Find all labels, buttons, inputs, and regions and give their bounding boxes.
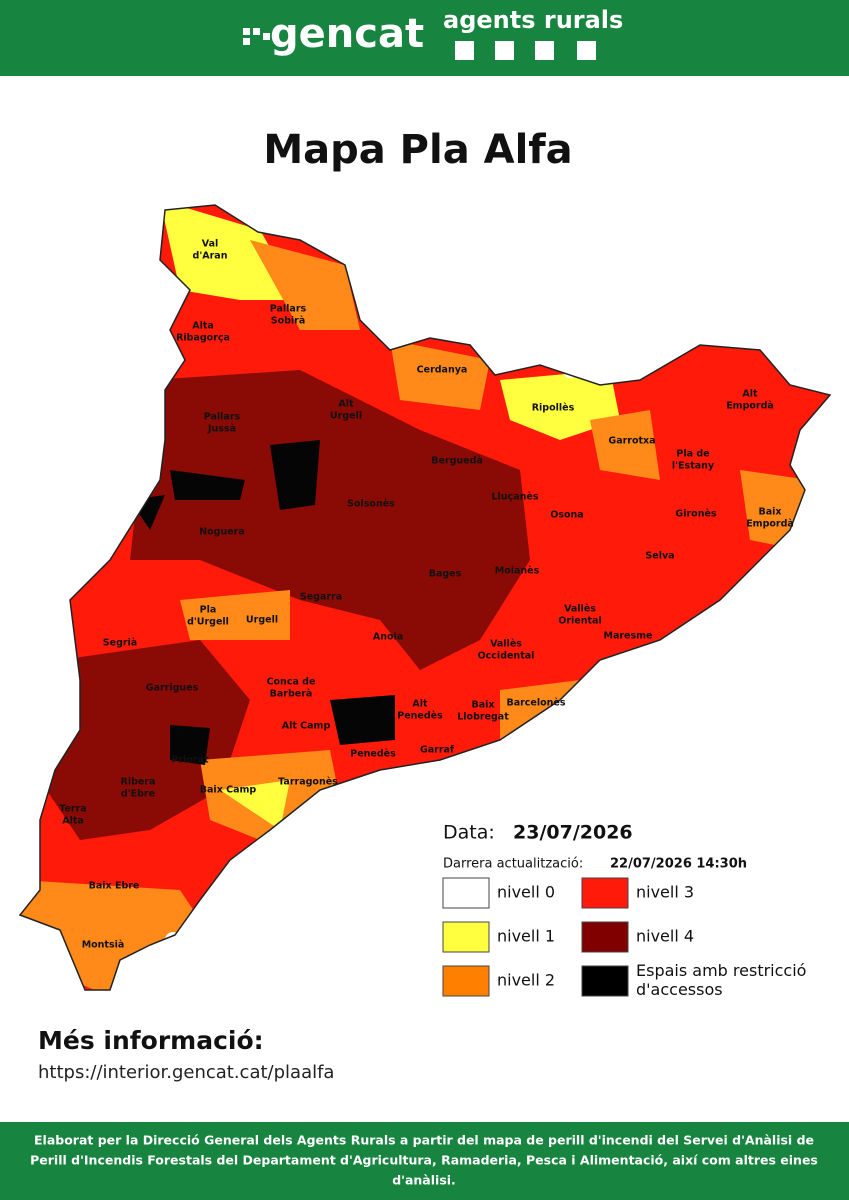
region-label: Terra (59, 804, 86, 815)
region-label: Solsonès (347, 499, 395, 510)
region-label: Maresme (604, 631, 653, 642)
region-label: Urgell (330, 411, 362, 422)
region-label: l'Estany (672, 461, 715, 472)
region-label: Berguedà (431, 456, 483, 467)
region-label: Tarragonès (278, 777, 338, 788)
region-label: Baix (471, 700, 494, 711)
region-label: d'Aran (193, 251, 228, 262)
region-label: Garrotxa (608, 436, 655, 447)
region-label: Llobregat (457, 712, 509, 723)
region-label: Baix Ebre (89, 881, 140, 892)
region-label: Baix (758, 507, 781, 518)
region-label: d'Urgell (187, 617, 229, 628)
legend-label: Espais amb restricció (636, 961, 806, 980)
region-label: Val (202, 239, 219, 250)
region-label: Osona (550, 510, 583, 521)
legend-label: nivell 4 (636, 927, 694, 946)
region-label: Ripollès (532, 403, 575, 414)
region-label: Jussà (207, 424, 236, 435)
region-label: Empordà (746, 519, 794, 530)
legend-swatch (442, 877, 490, 909)
unit-squares (455, 41, 596, 60)
region-label: Anoia (373, 632, 403, 643)
region-label: Ribagorça (176, 333, 230, 344)
footer-text: d'anàlisi. (392, 1173, 456, 1188)
region-label: Garrigues (146, 683, 199, 694)
update: 22/07/2026 14:30h (610, 857, 747, 872)
footer-text: Elaborat per la Direcció General dels Ag… (34, 1133, 814, 1148)
region-label: Gironès (675, 509, 716, 520)
region-label: Cerdanya (417, 365, 468, 376)
region-label: Baix Camp (200, 785, 257, 796)
region-label: Priorat (171, 755, 209, 766)
region-label: Pallars (204, 412, 241, 423)
region-label: Alt (338, 399, 354, 410)
region-label: Pla (200, 605, 217, 616)
date-label: Data: (443, 822, 495, 844)
legend-label: nivell 2 (497, 971, 555, 990)
region-label: Segrià (103, 638, 137, 649)
region-label: Empordà (726, 401, 774, 412)
region-label: Conca de (267, 677, 316, 688)
more-heading: Més informació: (38, 1026, 264, 1055)
logo-icon (243, 28, 270, 45)
update-label: Darrera actualització: (443, 857, 583, 872)
region-label: Moianès (495, 566, 540, 577)
region-label: Urgell (246, 615, 278, 626)
legend-swatch (442, 965, 490, 997)
region-label: Selva (645, 551, 674, 562)
region-label: Montsià (82, 940, 125, 951)
region-label: Alt (412, 699, 428, 710)
map-outline (18, 204, 832, 991)
region-label: Penedès (350, 749, 396, 760)
legend-swatch (581, 965, 629, 997)
region-label: Barberà (270, 689, 313, 700)
title: Mapa Pla Alfa (263, 127, 572, 173)
legend-label: d'accessos (636, 980, 723, 999)
region-label: Occidental (478, 651, 535, 662)
region-label: Vallès (490, 639, 522, 650)
region-label: Noguera (199, 527, 245, 538)
region-label: Alt (742, 389, 758, 400)
region-label: d'Ebre (121, 789, 155, 800)
legend-swatch (581, 877, 629, 909)
region-label: Ribera (121, 777, 156, 788)
header-band (0, 0, 849, 76)
region-label: Alta (192, 321, 214, 332)
legend-swatch (442, 921, 490, 953)
region-label: Vallès (564, 604, 596, 615)
region-label: Penedès (397, 711, 443, 722)
brand: gencat (270, 11, 424, 57)
region-label: Pla de (676, 449, 709, 460)
region-label: Pallars (270, 304, 307, 315)
date: 23/07/2026 (513, 822, 633, 844)
footer-text: Perill d'Incendis Forestals del Departam… (30, 1153, 818, 1168)
region-label: Sobirà (271, 316, 306, 327)
region-label: Barcelonès (506, 698, 565, 709)
region-label: Alt Camp (282, 721, 331, 732)
region-label: Lluçanès (492, 492, 539, 503)
legend-label: nivell 1 (497, 927, 555, 946)
footer-band (0, 1122, 849, 1200)
legend-label: nivell 3 (636, 883, 694, 902)
more-url: https://interior.gencat.cat/plaalfa (38, 1062, 334, 1083)
region-label: Garraf (420, 745, 455, 756)
region-label: Alta (62, 816, 84, 827)
region-label: Segarra (300, 592, 342, 603)
legend-label: nivell 0 (497, 883, 555, 902)
legend-swatch (581, 921, 629, 953)
unit: agents rurals (443, 6, 623, 34)
region-label: Bages (429, 569, 462, 580)
region-label: Oriental (558, 616, 601, 627)
